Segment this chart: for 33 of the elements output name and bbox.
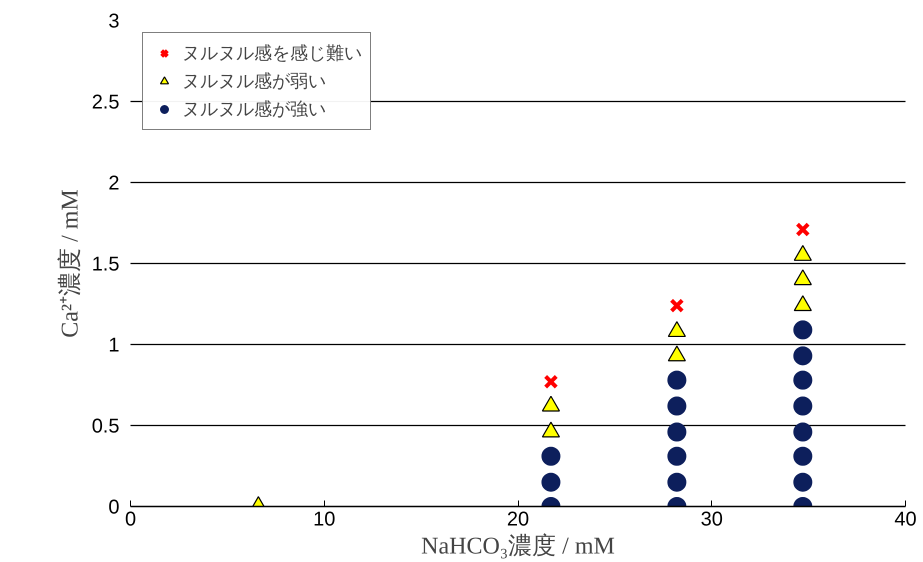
point xyxy=(667,396,686,416)
point xyxy=(541,472,560,492)
y-tick-label: 2.5 xyxy=(92,92,120,114)
point xyxy=(667,370,686,390)
point xyxy=(793,422,812,442)
point xyxy=(796,222,810,237)
point xyxy=(667,472,686,492)
x-axis-title: NaHCO₃濃度 / mM xyxy=(421,532,615,560)
point xyxy=(541,446,560,466)
legend-label: ヌルヌル感を感じ難い xyxy=(182,42,362,65)
legend-label: ヌルヌル感が強い xyxy=(182,98,326,121)
y-tick-label: 1.5 xyxy=(92,254,120,276)
x-tick-label: 20 xyxy=(506,508,530,530)
y-tick-label: 2 xyxy=(108,172,120,194)
point xyxy=(544,374,558,390)
point xyxy=(667,446,686,466)
point xyxy=(793,346,812,366)
y-tick-label: 0.5 xyxy=(92,416,120,438)
legend-label: ヌルヌル感が弱い xyxy=(182,70,326,93)
point xyxy=(793,370,812,390)
y-axis-title: Ca²⁺濃度 / mM xyxy=(56,189,84,338)
x-tick-label: 0 xyxy=(124,508,136,530)
y-tick-label: 3 xyxy=(108,10,120,32)
point xyxy=(667,422,686,442)
point xyxy=(793,446,812,466)
x-tick-label: 10 xyxy=(313,508,336,530)
x-tick-label: 40 xyxy=(894,508,917,530)
y-tick-label: 1 xyxy=(108,334,120,356)
point xyxy=(793,396,812,416)
point xyxy=(793,472,812,492)
point xyxy=(670,298,684,313)
x-tick-label: 30 xyxy=(700,508,723,530)
point xyxy=(793,320,812,340)
